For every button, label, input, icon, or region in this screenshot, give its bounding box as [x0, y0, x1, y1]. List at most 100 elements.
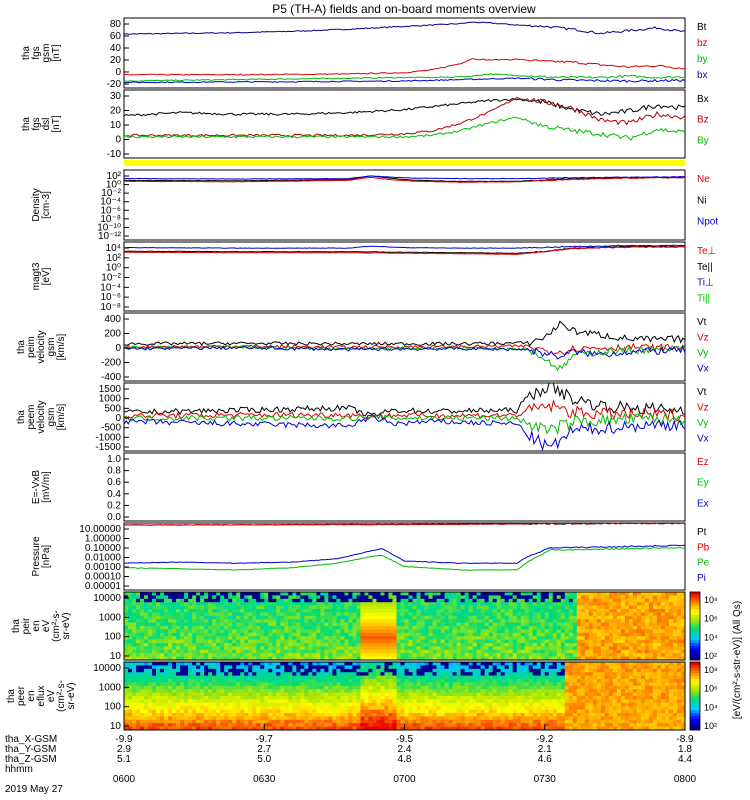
- spectrogram-cell: [344, 619, 349, 623]
- colorbar-cell: [690, 648, 700, 652]
- spectrogram-cell: [144, 656, 149, 661]
- spectrogram-cell: [584, 598, 590, 603]
- spectrogram-cell: [484, 602, 489, 606]
- spectrogram-cell: [208, 656, 213, 661]
- spectrogram-cell: [372, 619, 377, 623]
- spectrogram-cell: [372, 679, 377, 683]
- spectrogram-cell: [396, 619, 401, 623]
- spectrogram-cell: [132, 602, 137, 606]
- spectrogram-cell: [644, 649, 650, 654]
- spectrogram-cell: [480, 665, 485, 670]
- spectrogram-cell: [488, 636, 493, 640]
- spectrogram-cell: [388, 682, 393, 687]
- spectrogram-cell: [380, 646, 385, 651]
- spectrogram-cell: [496, 656, 501, 661]
- spectrogram-cell: [632, 646, 638, 651]
- spectrogram-cell: [360, 595, 365, 600]
- spectrogram-cell: [380, 726, 385, 731]
- spectrogram-cell: [468, 672, 473, 676]
- spectrogram-cell: [452, 699, 457, 704]
- spectrogram-cell: [540, 615, 546, 620]
- spectrogram-cell: [376, 632, 381, 637]
- spectrogram-cell: [384, 592, 389, 596]
- spectrogram-cell: [572, 602, 578, 606]
- spectrogram-cell: [228, 679, 233, 683]
- spectrogram-cell: [272, 592, 277, 596]
- spectrogram-cell: [148, 639, 153, 644]
- spectrogram-cell: [208, 713, 213, 717]
- spectrogram-cell: [136, 706, 141, 710]
- spectrogram-cell: [600, 632, 606, 637]
- spectrogram-cell: [604, 629, 610, 634]
- spectrogram-cell: [312, 639, 317, 644]
- spectrogram-cell: [232, 702, 237, 707]
- spectrogram-cell: [296, 612, 301, 617]
- spectrogram-cell: [156, 662, 161, 666]
- spectrogram-cell: [268, 672, 273, 676]
- spectrogram-cell: [424, 619, 429, 623]
- spectrogram-cell: [440, 692, 445, 697]
- spectrogram-cell: [324, 719, 329, 724]
- spectrogram-cell: [640, 632, 646, 637]
- spectrogram-cell: [228, 605, 233, 610]
- spectrogram-cell: [180, 672, 185, 676]
- spectrogram-cell: [552, 636, 558, 640]
- spectrogram-cell: [508, 595, 513, 600]
- spectrogram-cell: [356, 629, 361, 634]
- spectrogram-cell: [500, 709, 505, 714]
- spectrogram-cell: [300, 679, 305, 683]
- spectrogram-cell: [312, 706, 317, 710]
- spectrogram-cell: [648, 636, 654, 640]
- spectrogram-cell: [132, 675, 137, 680]
- spectrogram-cell: [568, 602, 574, 606]
- spectrogram-cell: [404, 696, 409, 700]
- spectrogram-cell: [320, 665, 325, 670]
- y-tick-label: -10: [107, 149, 122, 160]
- spectrogram-cell: [400, 702, 405, 707]
- spectrogram-cell: [184, 629, 189, 634]
- spectrogram-cell: [404, 682, 409, 687]
- spectrogram-cell: [252, 668, 257, 673]
- spectrogram-cell: [420, 692, 425, 697]
- legend-entry: Vx: [697, 364, 709, 375]
- spectrogram-cell: [240, 719, 245, 724]
- spectrogram-cell: [272, 665, 277, 670]
- spectrogram-cell: [292, 615, 297, 620]
- spectrogram-cell: [340, 626, 345, 630]
- spectrogram-cell: [184, 649, 189, 654]
- spectrogram-cell: [224, 609, 229, 613]
- spectrogram-cell: [388, 713, 393, 717]
- colorbar-tick-label: 10⁶: [704, 614, 718, 624]
- spectrogram-cell: [300, 699, 305, 704]
- spectrogram-cell: [524, 592, 530, 596]
- spectrogram-cell: [272, 656, 277, 661]
- spectrogram-cell: [460, 685, 465, 690]
- spectrogram-cell: [580, 598, 586, 603]
- spectrogram-cell: [512, 629, 517, 634]
- spectrogram-cell: [152, 706, 157, 710]
- series-line-5-1: [123, 399, 686, 422]
- spectrogram-cell: [288, 605, 293, 610]
- spectrogram-cell: [392, 629, 397, 634]
- spectrogram-cell: [460, 682, 465, 687]
- spectrogram-cell: [604, 615, 610, 620]
- spectrogram-cell: [532, 602, 538, 606]
- spectrogram-cell: [156, 646, 161, 651]
- spectrogram-cell: [420, 626, 425, 630]
- spectrogram-cell: [168, 592, 173, 596]
- spectrogram-cell: [208, 626, 213, 630]
- spectrogram-cell: [272, 719, 277, 724]
- spectrogram-cell: [248, 609, 253, 613]
- spectrogram-cell: [208, 615, 213, 620]
- spectrogram-cell: [540, 653, 546, 657]
- spectrogram-cell: [188, 716, 193, 721]
- spectrogram-cell: [364, 626, 369, 630]
- spectrogram-cell: [440, 713, 445, 717]
- spectrogram-cell: [540, 643, 546, 647]
- spectrogram-cell: [672, 629, 678, 634]
- series-line-0-1: [123, 58, 686, 76]
- spectrogram-cell: [540, 636, 546, 640]
- spectrogram-cell: [192, 643, 197, 647]
- spectrogram-cell: [404, 609, 409, 613]
- spectrogram-cell: [500, 643, 505, 647]
